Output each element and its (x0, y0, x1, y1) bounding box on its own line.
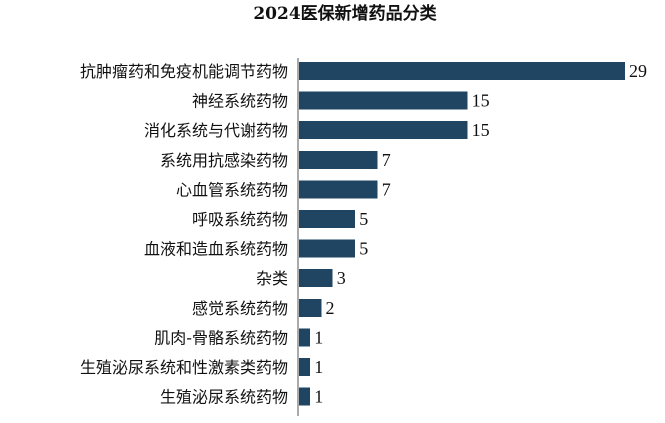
value-label: 7 (382, 150, 391, 170)
bars-group (299, 62, 625, 406)
bar (299, 91, 468, 110)
category-label: 生殖泌尿系统药物 (160, 388, 288, 407)
category-label: 血液和造血系统药物 (144, 240, 288, 259)
value-label: 1 (314, 327, 323, 347)
bar (299, 62, 625, 80)
value-label: 7 (382, 179, 391, 199)
bar (299, 239, 356, 258)
bar (299, 328, 311, 347)
category-label: 感觉系统药物 (192, 299, 288, 318)
value-label: 3 (337, 268, 346, 288)
category-label: 抗肿瘤药和免疫机能调节药物 (80, 62, 288, 81)
category-label: 心血管系统药物 (176, 180, 288, 199)
chart-title: 2024医保新增药品分类 (253, 3, 437, 24)
category-labels-group: 抗肿瘤药和免疫机能调节药物神经系统药物消化系统与代谢药物系统用抗感染药物心血管系… (80, 62, 288, 407)
bar (299, 150, 378, 169)
category-label: 消化系统与代谢药物 (144, 121, 288, 140)
value-label: 29 (629, 61, 647, 81)
bar (299, 358, 311, 376)
bar (299, 210, 356, 228)
category-label: 系统用抗感染药物 (160, 151, 288, 170)
value-label: 15 (472, 91, 490, 111)
bar (299, 387, 311, 406)
value-label: 1 (314, 357, 323, 377)
bar (299, 180, 378, 199)
value-label: 1 (314, 387, 323, 407)
value-label: 2 (325, 298, 334, 318)
bar (299, 298, 322, 317)
category-label: 呼吸系统药物 (192, 210, 288, 229)
category-label: 肌肉-骨骼系统药物 (154, 328, 288, 347)
value-label: 5 (359, 209, 368, 229)
value-label: 5 (359, 239, 368, 259)
category-label: 神经系统药物 (192, 92, 288, 111)
bar (299, 269, 333, 288)
bar (299, 121, 468, 140)
value-label: 15 (472, 120, 490, 140)
category-label: 生殖泌尿系统和性激素类药物 (80, 358, 288, 377)
category-label: 杂类 (256, 269, 288, 288)
